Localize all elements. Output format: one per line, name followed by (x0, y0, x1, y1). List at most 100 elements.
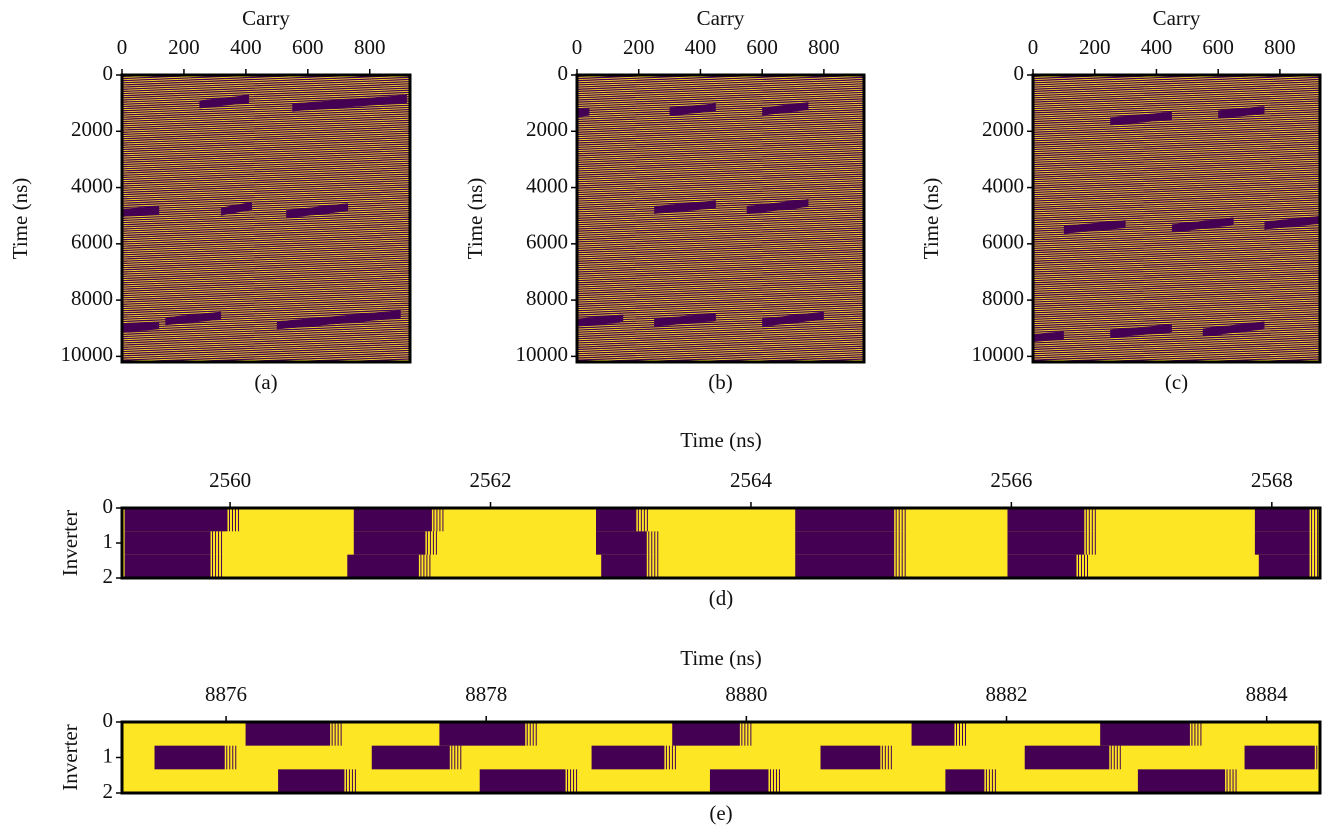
dark-streak (669, 103, 716, 116)
dark-interval (672, 722, 740, 746)
panel: 0 200 400 600 8000200040006000800010000Carry… (919, 6, 1322, 394)
dark-streak (122, 321, 160, 333)
y-tick-label: 10000 (972, 342, 1025, 366)
stripe-texture (122, 75, 410, 362)
x-tick-label: 200 (168, 35, 200, 59)
dark-interval (1007, 531, 1085, 555)
dark-interval (479, 769, 566, 793)
x-tick-label: 2566 (990, 468, 1032, 492)
y-tick-label: 0 (103, 61, 114, 85)
x-tick-label: 600 (746, 35, 778, 59)
dark-interval (820, 745, 881, 770)
x-tick-label: 0 (1028, 35, 1039, 59)
plot-area (577, 75, 864, 362)
dark-interval (124, 554, 211, 578)
dark-streak (577, 314, 624, 327)
y-tick-label: 2000 (982, 117, 1024, 141)
dark-streak (292, 94, 407, 112)
dark-interval (795, 531, 895, 555)
y-axis-label: Time (ns) (8, 178, 32, 260)
background (122, 508, 1320, 578)
dark-streak (1110, 111, 1172, 126)
dark-interval (1254, 531, 1310, 555)
y-tick-label: 6000 (526, 230, 568, 254)
dark-streak (165, 311, 222, 326)
x-tick-label: 2564 (730, 468, 773, 492)
dark-interval (795, 508, 895, 532)
dark-streak (122, 206, 160, 217)
caption: (e) (709, 801, 732, 825)
dark-interval (709, 769, 769, 793)
dark-streak (1171, 217, 1234, 233)
y-tick-label: 2000 (526, 117, 568, 141)
dark-interval (347, 554, 419, 578)
dark-interval (1024, 745, 1110, 770)
y-tick-label: 4000 (71, 173, 113, 197)
y-tick-label: 6000 (71, 230, 113, 254)
y-axis-label: Time (ns) (463, 178, 487, 260)
dark-streak (1218, 106, 1265, 119)
x-tick-label: 8884 (1246, 682, 1289, 706)
dark-interval (245, 722, 331, 746)
x-tick-label: 2560 (209, 468, 251, 492)
panel: 0 200 400 600 8000200040006000800010000Carry… (8, 6, 412, 394)
x-tick-label: 400 (230, 35, 262, 59)
dark-interval (371, 745, 450, 770)
dark-interval (795, 554, 895, 578)
dark-interval (439, 722, 526, 746)
dark-streak (654, 312, 716, 327)
dark-streak (286, 203, 349, 219)
dark-interval (945, 769, 985, 793)
dark-streak (762, 311, 824, 327)
dark-interval (353, 531, 426, 555)
y-tick-label: 2000 (71, 117, 113, 141)
dark-interval (353, 508, 432, 532)
x-tick-label: 200 (1079, 35, 1111, 59)
x-tick-label: 2568 (1251, 468, 1293, 492)
dark-streak (221, 201, 253, 216)
x-tick-label: 2562 (470, 468, 512, 492)
y-tick-label: 0 (558, 61, 569, 85)
frame (120, 73, 412, 364)
dark-streak (199, 94, 249, 109)
dark-streak (762, 101, 809, 116)
x-tick-label: 800 (354, 35, 386, 59)
dark-interval (154, 745, 225, 770)
x-tick-label: 800 (1264, 35, 1296, 59)
dark-interval (1007, 554, 1077, 578)
dark-interval (911, 722, 955, 746)
dark-interval (278, 769, 345, 793)
dark-interval (1007, 508, 1085, 532)
x-axis-label: Time (ns) (680, 646, 762, 670)
dark-interval (595, 508, 637, 532)
x-tick-label: 200 (623, 35, 655, 59)
x-tick-label: 400 (1141, 35, 1173, 59)
y-tick-label: 1 (103, 743, 114, 767)
dark-streak (654, 200, 716, 215)
y-tick-label: 4000 (526, 173, 568, 197)
y-tick-label: 2 (103, 564, 114, 588)
y-tick-label: 6000 (982, 230, 1024, 254)
panel: 0 200 400 600 8000200040006000800010000Carry… (463, 6, 866, 394)
dark-interval (1258, 554, 1310, 578)
x-tick-label: 8876 (205, 682, 247, 706)
y-tick-label: 0 (1014, 61, 1025, 85)
x-tick-label: 600 (292, 35, 324, 59)
dark-streak (1063, 220, 1126, 234)
caption: (b) (708, 370, 733, 394)
dark-interval (591, 745, 665, 770)
x-axis-label: Carry (242, 6, 290, 30)
plot-area (122, 722, 1320, 793)
x-axis-label: Carry (697, 6, 745, 30)
y-axis-label: Time (ns) (919, 178, 943, 260)
y-tick-label: 0 (103, 708, 114, 732)
dark-streak (1202, 321, 1265, 337)
panel: 8876 8878 8880 8882 8884 0 1 2 Time (ns) Inverter… (58, 646, 1322, 825)
dark-streak (577, 107, 590, 117)
y-tick-label: 8000 (71, 286, 113, 310)
dark-interval (124, 508, 228, 532)
x-tick-label: 0 (572, 35, 583, 59)
y-tick-label: 1 (103, 529, 114, 553)
dark-interval (1100, 722, 1190, 746)
x-tick-label: 400 (685, 35, 717, 59)
